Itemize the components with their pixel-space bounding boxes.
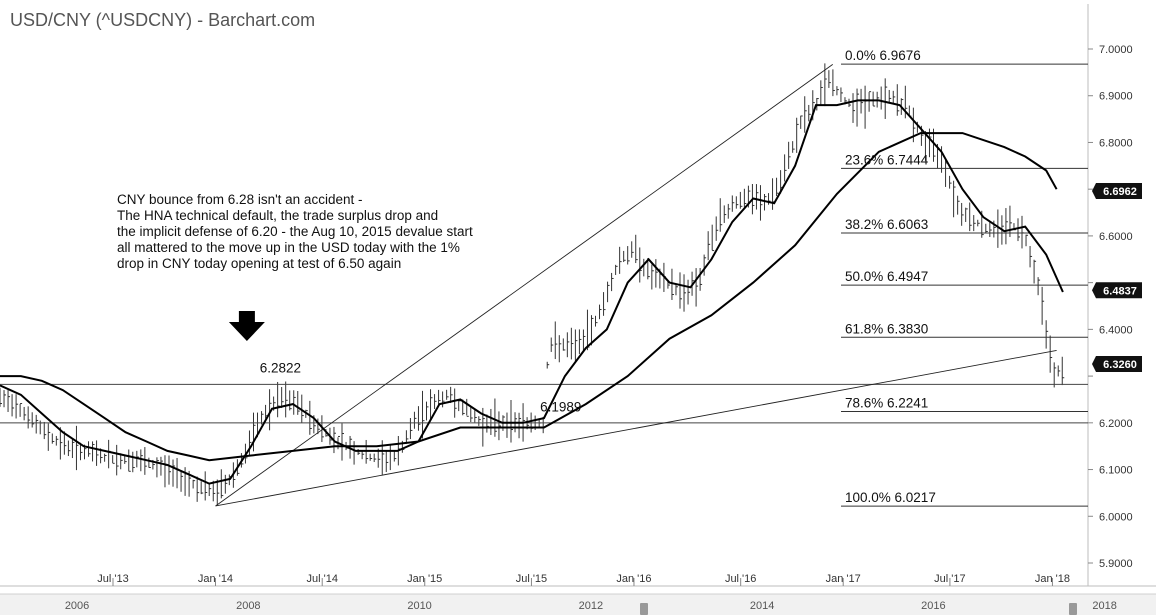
navigator-tick-label: 2018	[1092, 600, 1116, 612]
price-badge-label: 6.4837	[1103, 285, 1137, 297]
navigator-tick-label: 2010	[407, 600, 431, 612]
y-tick-label: 6.0000	[1099, 511, 1133, 523]
y-tick-label: 7.0000	[1099, 44, 1133, 56]
chart-title: USD/CNY (^USDCNY) - Barchart.com	[10, 10, 315, 30]
fib-level-label: 100.0% 6.0217	[845, 490, 936, 505]
down-arrow-marker	[228, 311, 265, 341]
y-tick-label: 6.4000	[1099, 324, 1133, 336]
y-tick-label: 6.2000	[1099, 418, 1133, 430]
price-badge	[1092, 355, 1142, 372]
x-tick-label: Jan '18	[1035, 573, 1070, 585]
annotation-line: all mattered to the move up in the USD t…	[117, 240, 460, 255]
price-badge-label: 6.6962	[1103, 186, 1137, 198]
trendline	[215, 349, 1057, 507]
navigator-tick-label: 2012	[579, 600, 603, 612]
grid-layer	[0, 4, 1156, 615]
fib-level-label: 61.8% 6.3830	[845, 321, 928, 336]
trendline	[215, 64, 834, 507]
fib-level-label: 50.0% 6.4947	[845, 269, 928, 284]
lines-layer	[0, 63, 1088, 507]
annotation-line: The HNA technical default, the trade sur…	[117, 208, 438, 223]
navigator-handle	[640, 603, 648, 615]
x-tick-label: Jul '16	[725, 573, 756, 585]
price-badge	[1092, 182, 1142, 199]
fib-level-label: 38.2% 6.6063	[845, 217, 928, 232]
y-tick-label: 5.9000	[1099, 558, 1133, 570]
navigator-tick-label: 2016	[921, 600, 945, 612]
fib-level-label: 0.0% 6.9676	[845, 48, 921, 63]
x-tick-label: Jul '14	[306, 573, 337, 585]
navigator-strip	[0, 594, 1156, 615]
y-tick-label: 6.8000	[1099, 137, 1133, 149]
x-tick-label: Jan '17	[826, 573, 861, 585]
x-tick-label: Jul '17	[934, 573, 965, 585]
price-badge-label: 6.3260	[1103, 359, 1137, 371]
navigator-tick-label: 2008	[236, 600, 260, 612]
annotation-line: CNY bounce from 6.28 isn't an accident -	[117, 192, 362, 207]
level-label: 6.1989	[540, 399, 581, 414]
x-tick-label: Jan '16	[616, 573, 651, 585]
price-badge	[1092, 282, 1142, 299]
annotation-line: the implicit defense of 6.20 - the Aug 1…	[117, 224, 473, 239]
level-label: 6.2822	[260, 360, 301, 375]
moving-average-fast-line	[0, 99, 1064, 485]
y-tick-label: 6.6000	[1099, 231, 1133, 243]
navigator-tick-label: 2014	[750, 600, 774, 612]
fib-level-label: 78.6% 6.2241	[845, 396, 928, 411]
moving-average-slow-line	[0, 132, 1058, 462]
y-tick-label: 6.1000	[1099, 465, 1133, 477]
navigator-handle	[1069, 603, 1077, 615]
x-tick-label: Jan '14	[198, 573, 233, 585]
fib-level-label: 23.6% 6.7444	[845, 152, 929, 167]
y-tick-label: 6.9000	[1099, 91, 1133, 103]
x-tick-label: Jan '15	[407, 573, 442, 585]
x-tick-label: Jul '13	[97, 573, 128, 585]
x-tick-label: Jul '15	[516, 573, 547, 585]
annotation-line: drop in CNY today opening at test of 6.5…	[117, 256, 401, 271]
text-layer: 7.0000 6.9000 6.8000 6.6000 6.4000 6.2000 6.10…	[65, 44, 1142, 612]
navigator-tick-label: 2006	[65, 600, 89, 612]
